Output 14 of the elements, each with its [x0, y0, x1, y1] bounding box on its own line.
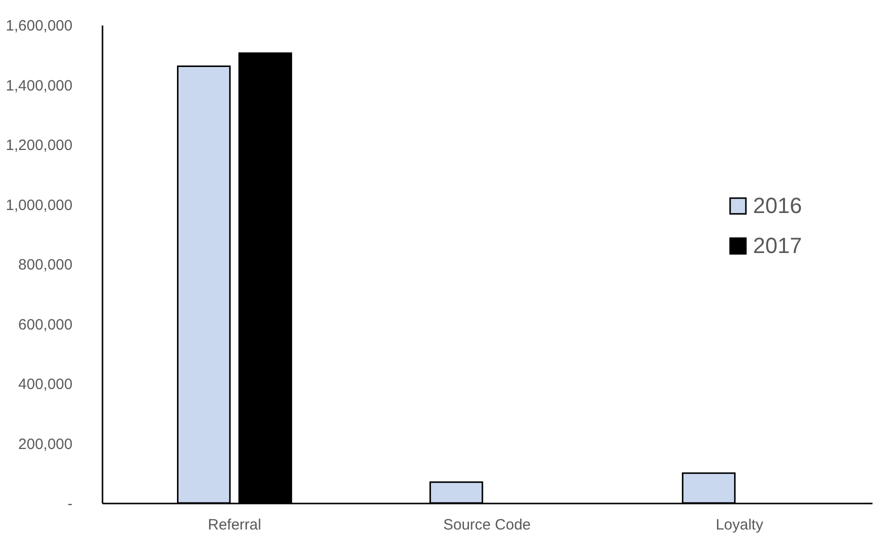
- legend-label: 2016: [753, 193, 802, 218]
- x-tick-label: Referral: [208, 516, 262, 534]
- y-tick-label: 1,400,000: [6, 77, 72, 94]
- y-tick-label: 200,000: [18, 436, 72, 453]
- y-tick-label: 1,200,000: [6, 137, 72, 154]
- x-tick-label: Source Code: [443, 516, 531, 534]
- y-tick-label: 800,000: [18, 256, 72, 274]
- y-tick-label: -: [68, 496, 72, 512]
- x-tick-label: Loyalty: [716, 516, 764, 534]
- y-tick-label: 1,000,000: [6, 196, 72, 214]
- y-tick-label: 400,000: [18, 376, 72, 393]
- legend-label: 2017: [753, 233, 802, 258]
- y-tick-label: 600,000: [18, 316, 72, 334]
- y-tick-label: 1,600,000: [6, 18, 72, 34]
